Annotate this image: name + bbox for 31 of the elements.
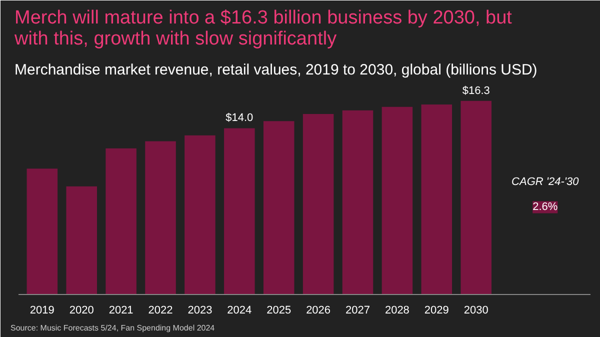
bar bbox=[302, 114, 334, 294]
x-tick-label: 2023 bbox=[188, 304, 212, 316]
bar bbox=[421, 104, 452, 294]
bar bbox=[106, 148, 136, 294]
text: CAGR '24-'30 bbox=[512, 176, 580, 188]
bar bbox=[224, 128, 255, 294]
bar bbox=[342, 110, 374, 294]
bar bbox=[26, 168, 58, 294]
x-tick-label: 2024 bbox=[227, 304, 252, 316]
bar bbox=[460, 100, 492, 294]
x-tick-label: 2026 bbox=[306, 304, 331, 316]
x-tick-label: 2029 bbox=[424, 304, 449, 316]
text: 2.6% bbox=[532, 201, 558, 214]
chart-subtitle: Merchandise market revenue, retail values, 2019 to 2030, global (billions USD) bbox=[14, 62, 538, 78]
x-tick-label: 2027 bbox=[346, 304, 370, 316]
x-tick-label: 2030 bbox=[464, 304, 488, 316]
x-tick-label: 2019 bbox=[30, 304, 54, 316]
data-label: $14.0 bbox=[226, 112, 254, 124]
x-tick-label: 2028 bbox=[384, 304, 410, 316]
chart-title: Merch will mature into a $16.3 billion business by 2030, but with this, growth with slow significantly bbox=[14, 8, 513, 50]
bar bbox=[263, 121, 294, 294]
x-tick-label: 2022 bbox=[148, 304, 173, 316]
x-tick-label: 2025 bbox=[266, 304, 292, 316]
data-label: $16.3 bbox=[462, 84, 490, 97]
bar bbox=[145, 141, 176, 294]
x-tick-label: 2021 bbox=[108, 304, 134, 316]
bar bbox=[382, 106, 413, 294]
bar bbox=[66, 186, 97, 294]
bar bbox=[184, 135, 216, 294]
x-tick-label: 2020 bbox=[69, 304, 94, 316]
source-note: Source: Music Forecasts 5/24, Fan Spending Model 2024 bbox=[10, 324, 216, 332]
